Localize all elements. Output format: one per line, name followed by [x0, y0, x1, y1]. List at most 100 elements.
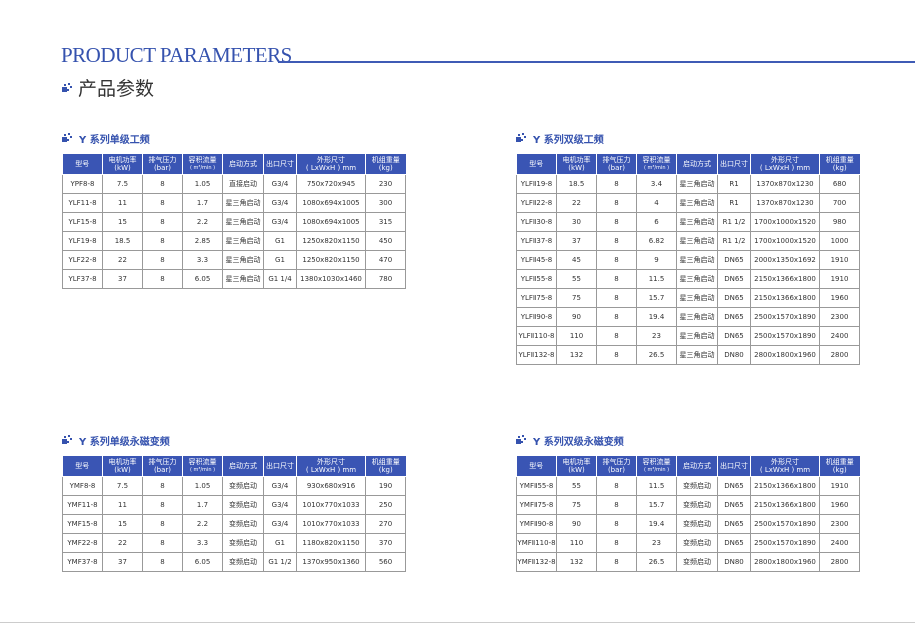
- column-header: 电机功率 (kW): [556, 456, 597, 477]
- table-cell: 22: [102, 533, 143, 553]
- table-cell: 1.05: [182, 174, 223, 194]
- table-cell: 4: [636, 193, 677, 213]
- table-cell: 750x720x945: [296, 174, 366, 194]
- column-label: 排气压力: [602, 156, 631, 164]
- table-cell: 2800: [819, 345, 860, 365]
- section-title: Y 系列单级永磁变频: [62, 433, 405, 448]
- table-cell: YLFⅡ45-8: [516, 250, 557, 270]
- table-cell: R1: [717, 193, 751, 213]
- table-cell: 8: [596, 212, 637, 232]
- table-cell: 1.05: [182, 476, 223, 496]
- table-cell: YLFⅡ30-8: [516, 212, 557, 232]
- column-unit: (bar): [153, 164, 172, 172]
- table-cell: 1910: [819, 250, 860, 270]
- table-cell: 1250x820x1150: [296, 231, 366, 251]
- table-cell: 星三角启动: [676, 288, 718, 308]
- table-cell: 19.4: [636, 514, 677, 534]
- table-row: YMF22-8 22 8 3.3 变频启动 G1 1180x820x1150 370: [62, 533, 406, 553]
- column-header: 出口尺寸: [263, 154, 297, 175]
- table-cell: 1.7: [182, 193, 223, 213]
- table-cell: 1370x950x1360: [296, 552, 366, 572]
- column-label: 排气压力: [148, 156, 177, 164]
- column-label: 出口尺寸: [720, 462, 748, 470]
- table-cell: YLFⅡ22-8: [516, 193, 557, 213]
- section-title-text: Y 系列双级永磁变频: [533, 436, 624, 448]
- table-row: YLF11-8 11 8 1.7 星三角启动 G3/4 1080x694x1005 300: [62, 193, 406, 213]
- table-cell: G1 1/2: [263, 552, 297, 572]
- table-cell: 星三角启动: [676, 174, 718, 194]
- table-cell: 15: [102, 212, 143, 232]
- column-header: 型号: [62, 154, 103, 175]
- table-row: YMF11-8 11 8 1.7 变频启动 G3/4 1010x770x1033 250: [62, 495, 406, 515]
- table-cell: 星三角启动: [676, 307, 718, 327]
- table-cell: 星三角启动: [222, 250, 264, 270]
- column-label: 出口尺寸: [266, 160, 294, 168]
- table-row: YLFⅡ90-8 90 8 19.4 星三角启动 DN65 2500x1570x1890 23…: [516, 307, 860, 327]
- table-cell: 8: [142, 193, 183, 213]
- table-cell: 3.3: [182, 533, 223, 553]
- column-unit: (bar): [153, 466, 172, 474]
- column-label: 容积流量: [188, 156, 217, 164]
- column-label: 机组重量: [371, 458, 400, 466]
- spec-table: 型号 电机功率 (kW) 排气压力 (bar) 容积流量( m³/min ) 启动方式 出口尺…: [516, 154, 860, 365]
- column-header: 外形尺寸( LxWxH ) mm: [750, 154, 820, 175]
- column-unit: ( m³/min ): [189, 165, 216, 171]
- table-cell: 132: [556, 552, 597, 572]
- column-label: 外形尺寸: [771, 458, 799, 466]
- table-cell: G3/4: [263, 476, 297, 496]
- table-cell: 45: [556, 250, 597, 270]
- column-header: 机组重量 (kg): [819, 456, 860, 477]
- table-cell: 37: [102, 552, 143, 572]
- table-cell: 780: [365, 269, 406, 289]
- column-unit: ( LxWxH ) mm: [305, 466, 357, 474]
- table-row: YMFⅡ110-8 110 8 23 变频启动 DN65 2500x1570x1890 240…: [516, 533, 860, 553]
- table-cell: 1180x820x1150: [296, 533, 366, 553]
- table-header-row: 型号 电机功率 (kW) 排气压力 (bar) 容积流量( m³/min ) 启动方式 出口尺…: [516, 456, 860, 477]
- column-header: 机组重量 (kg): [365, 154, 406, 175]
- dots-icon: [62, 82, 72, 93]
- table-cell: 星三角启动: [676, 212, 718, 232]
- table-cell: 2300: [819, 514, 860, 534]
- column-unit: (kW): [568, 466, 585, 474]
- table-cell: 1380x1030x1460: [296, 269, 366, 289]
- table-cell: 1370x870x1230: [750, 193, 820, 213]
- table-cell: 7.5: [102, 476, 143, 496]
- table-row: YLFⅡ75-8 75 8 15.7 星三角启动 DN65 2150x1366x1800 19…: [516, 288, 860, 308]
- table-cell: 星三角启动: [676, 193, 718, 213]
- table-cell: 300: [365, 193, 406, 213]
- column-header: 出口尺寸: [717, 154, 751, 175]
- table-cell: YMFⅡ132-8: [516, 552, 557, 572]
- table-cell: 75: [556, 288, 597, 308]
- column-label: 型号: [75, 462, 90, 470]
- table-cell: DN65: [717, 533, 751, 553]
- table-cell: 1910: [819, 269, 860, 289]
- table-cell: 1.7: [182, 495, 223, 515]
- table-cell: YMF22-8: [62, 533, 103, 553]
- column-header: 型号: [516, 154, 557, 175]
- table-cell: 55: [556, 476, 597, 496]
- column-unit: ( m³/min ): [643, 165, 670, 171]
- column-header: 电机功率 (kW): [556, 154, 597, 175]
- table-cell: 1080x694x1005: [296, 193, 366, 213]
- column-header: 排气压力 (bar): [596, 456, 637, 477]
- table-cell: 90: [556, 307, 597, 327]
- table-cell: 75: [556, 495, 597, 515]
- column-header: 型号: [62, 456, 103, 477]
- table-cell: 8: [142, 476, 183, 496]
- table-cell: 470: [365, 250, 406, 270]
- column-label: 型号: [75, 160, 90, 168]
- column-label: 容积流量: [642, 458, 671, 466]
- section-title-text: Y 系列单级永磁变频: [79, 436, 170, 448]
- table-cell: 680: [819, 174, 860, 194]
- table-cell: 6.05: [182, 552, 223, 572]
- table-cell: 8: [142, 495, 183, 515]
- column-label: 出口尺寸: [266, 462, 294, 470]
- table-cell: 2500x1570x1890: [750, 307, 820, 327]
- column-label: 外形尺寸: [317, 458, 345, 466]
- table-row: YLF37-8 37 8 6.05 星三角启动 G1 1/4 1380x1030x1460 7…: [62, 269, 406, 289]
- table-cell: YLFⅡ55-8: [516, 269, 557, 289]
- table-row: YLFⅡ55-8 55 8 11.5 星三角启动 DN65 2150x1366x1800 19…: [516, 269, 860, 289]
- table-cell: YLF19-8: [62, 231, 103, 251]
- column-header: 容积流量( m³/min ): [182, 456, 223, 477]
- table-cell: 2300: [819, 307, 860, 327]
